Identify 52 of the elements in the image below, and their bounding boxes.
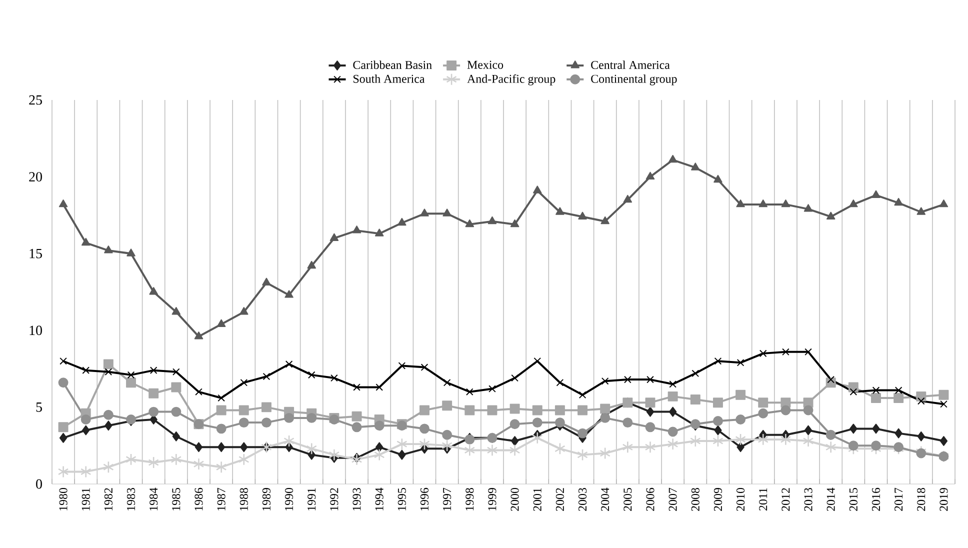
x-tick-label: 1982: [104, 488, 112, 510]
legend-label: Continental group: [591, 74, 677, 86]
x-tick-label: 2005: [624, 488, 632, 511]
x-tick-label: 1987: [217, 488, 226, 510]
x-tick-label: 1985: [172, 488, 180, 510]
x-tick-label: 2010: [736, 488, 745, 511]
x-tick-label: 1996: [420, 488, 428, 510]
x-tick-label: 1983: [126, 488, 136, 510]
x-tick-label: 1991: [308, 488, 316, 510]
legend-label: Caribbean Basin: [353, 60, 432, 70]
x-tick-label: 2003: [578, 488, 587, 511]
x-tick-label: 1988: [240, 488, 248, 510]
x-tick-label: 1993: [352, 488, 361, 510]
x-tick-label: 2004: [601, 488, 610, 511]
x-tick-label: 1980: [59, 488, 68, 510]
legend-label: And-Pacific group: [467, 74, 556, 86]
legend-label: Central America: [591, 60, 670, 70]
x-tick-label: 1989: [262, 488, 270, 510]
x-tick-label: 1999: [488, 488, 496, 510]
x-tick-label: 1981: [82, 488, 90, 510]
x-tick-label: 1992: [330, 488, 338, 510]
x-tick-label: 2011: [759, 488, 768, 510]
x-tick-label: 2012: [782, 488, 790, 511]
y-tick-label: 25: [29, 95, 42, 105]
x-tick-label: 1986: [194, 488, 203, 510]
x-tick-label: 1984: [150, 488, 158, 510]
x-tick-label: 1994: [375, 488, 384, 510]
x-tick-label: 2018: [917, 488, 926, 511]
x-tick-label: 2017: [894, 488, 903, 511]
x-tick-label: 2015: [849, 488, 858, 511]
legend-label: Mexico: [467, 60, 504, 69]
y-tick-label: 5: [36, 402, 42, 412]
x-tick-label: 2009: [714, 488, 722, 511]
x-tick-label: 2008: [691, 488, 700, 511]
x-tick-label: 2007: [668, 488, 677, 511]
x-tick-label: 2002: [556, 488, 564, 511]
legend-label: South America: [354, 74, 425, 83]
y-tick-label: 15: [30, 248, 42, 258]
x-tick-label: 1990: [285, 488, 294, 510]
y-tick-label: 10: [30, 326, 42, 336]
x-tick-label: 1995: [398, 488, 406, 510]
y-tick-label: 0: [36, 479, 42, 489]
x-tick-label: 1998: [466, 488, 474, 510]
x-tick-label: 2019: [940, 488, 948, 511]
x-tick-label: 2013: [804, 488, 812, 511]
x-tick-label: 1997: [443, 488, 452, 510]
x-tick-label: 2016: [872, 488, 880, 511]
x-tick-label: 2006: [646, 488, 654, 511]
x-tick-label: 2000: [510, 488, 519, 511]
y-tick-label: 20: [29, 172, 42, 182]
x-tick-label: 2001: [533, 488, 542, 511]
x-tick-label: 2014: [826, 488, 835, 511]
